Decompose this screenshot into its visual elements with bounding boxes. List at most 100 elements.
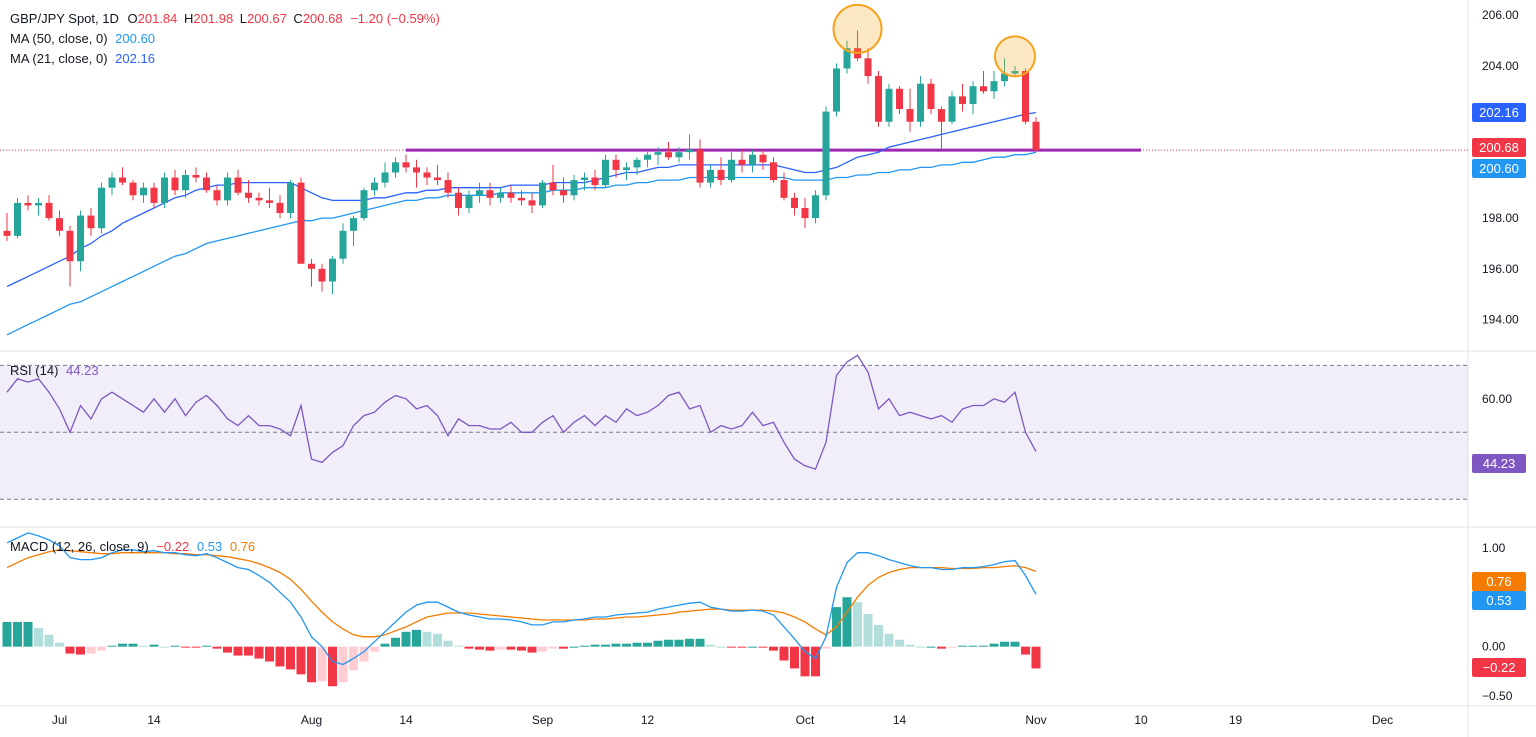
candle-body xyxy=(518,197,525,201)
macd-histogram-bar xyxy=(842,597,852,647)
candle-body xyxy=(245,192,252,198)
candle xyxy=(654,147,662,165)
macd-histogram-bar xyxy=(181,646,190,648)
macd-histogram-bar xyxy=(811,646,820,677)
rsi-band xyxy=(0,365,1468,500)
candle-body xyxy=(45,202,53,219)
time-axis[interactable]: Jul 14 Aug 14 Sep 12 Oct 14 Nov 10 19 Dec xyxy=(52,713,1393,727)
candle xyxy=(707,164,714,188)
candle xyxy=(633,157,641,175)
candle-body xyxy=(969,86,977,104)
candle xyxy=(497,187,504,203)
time-tick-label: Sep xyxy=(532,713,554,727)
macd-histogram-bar xyxy=(160,646,169,648)
candle xyxy=(864,48,872,84)
macd-histogram-bar xyxy=(538,646,547,652)
ma21-label[interactable]: MA (21, close, 0) xyxy=(10,51,108,66)
candle-body xyxy=(455,192,462,208)
candle-body xyxy=(308,263,315,269)
candle xyxy=(203,172,210,193)
macd-histogram-bar xyxy=(55,642,64,647)
macd-histogram-bar xyxy=(958,645,967,647)
macd-histogram-bar xyxy=(559,646,568,649)
rsi-pane[interactable] xyxy=(0,354,1468,500)
macd-line xyxy=(6,532,1037,666)
candle-body xyxy=(266,200,273,203)
candle xyxy=(1011,65,1019,77)
candle xyxy=(518,190,525,206)
candle-body xyxy=(707,169,714,183)
macd-histogram-bar xyxy=(1031,646,1041,669)
macd-histogram-bar xyxy=(653,640,663,647)
macd-legend: MACD (12, 26, close, 9) −0.22 0.53 0.76 xyxy=(10,539,255,554)
macd-histogram-bar xyxy=(65,646,75,654)
candle xyxy=(444,172,452,198)
macd-histogram-bar xyxy=(979,645,988,647)
candle xyxy=(1022,68,1029,125)
time-tick-label: 14 xyxy=(147,713,161,727)
price-pane[interactable] xyxy=(0,3,1468,336)
candle-body xyxy=(801,207,809,219)
candle xyxy=(728,152,735,183)
candle-body xyxy=(98,187,105,229)
candle-body xyxy=(560,190,567,196)
macd-histogram-bar xyxy=(601,644,610,647)
macd-histogram-bar xyxy=(454,645,463,647)
candle xyxy=(791,192,798,216)
ma50-value: 200.60 xyxy=(115,31,155,46)
candle-body xyxy=(990,81,998,92)
candle-body xyxy=(1001,73,1008,82)
candle xyxy=(465,190,473,214)
candle xyxy=(108,172,116,196)
macd-tick-label: −0.50 xyxy=(1482,689,1513,703)
macd-histogram-bar xyxy=(569,646,579,648)
candle-body xyxy=(759,154,767,163)
macd-label[interactable]: MACD (12, 26, close, 9) xyxy=(10,539,149,554)
macd-pane[interactable] xyxy=(2,532,1041,687)
time-tick-label: 14 xyxy=(399,713,413,727)
macd-histogram-bar xyxy=(758,646,768,648)
candle-body xyxy=(150,187,158,203)
candle xyxy=(696,139,704,188)
candle-body xyxy=(612,159,620,170)
candle xyxy=(150,182,158,208)
candle xyxy=(297,177,305,264)
candle-body xyxy=(182,175,189,191)
close-value: 200.68 xyxy=(302,11,343,26)
macd-histogram-bar xyxy=(86,646,96,654)
macd-histogram-bar xyxy=(716,646,726,648)
candle xyxy=(182,169,189,198)
hist-tag: −0.22 xyxy=(1472,658,1526,677)
candle xyxy=(339,223,347,264)
candle-body xyxy=(329,258,336,282)
macd-histogram-bar xyxy=(916,646,925,648)
candle-body xyxy=(591,177,599,186)
rsi-label[interactable]: RSI (14) xyxy=(10,363,59,378)
ma50-label[interactable]: MA (50, close, 0) xyxy=(10,31,108,46)
candle-body xyxy=(3,230,11,236)
candle xyxy=(402,154,410,173)
macd-histogram-bar xyxy=(433,633,442,647)
candle xyxy=(434,164,441,186)
candle-body xyxy=(297,182,305,264)
macd-histogram-bar xyxy=(464,646,474,649)
macd-histogram-bar xyxy=(937,646,946,649)
candle-body xyxy=(171,177,179,191)
macd-histogram-bar xyxy=(44,634,54,647)
candle-body xyxy=(203,177,210,191)
macd-histogram-bar xyxy=(611,643,621,647)
candle-body xyxy=(119,177,126,183)
macd-histogram-bar xyxy=(527,646,537,653)
symbol-label[interactable]: GBP/JPY Spot, 1D xyxy=(10,11,119,26)
macd-histogram-bar xyxy=(727,646,736,648)
close-price-tag: 200.68 xyxy=(1472,138,1526,157)
candle-body xyxy=(717,169,725,181)
macd-tick-label: 1.00 xyxy=(1482,541,1506,555)
candle xyxy=(528,192,536,214)
candle-body xyxy=(392,162,399,173)
candle-body xyxy=(528,200,536,206)
candle xyxy=(591,169,599,191)
macd-histogram-bar xyxy=(874,624,883,647)
candle-body xyxy=(822,111,830,196)
